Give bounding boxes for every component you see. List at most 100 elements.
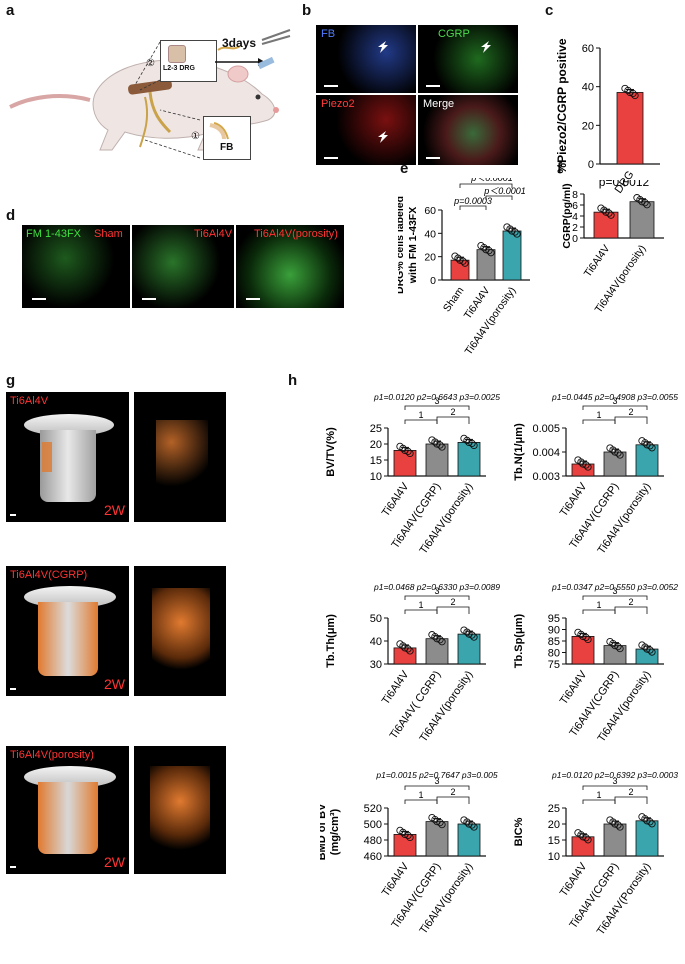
bracket-label: 2 bbox=[628, 407, 633, 417]
data-point bbox=[399, 444, 407, 453]
y-tick-label: 460 bbox=[364, 851, 382, 863]
x-tick-label: Ti6Al4V bbox=[582, 243, 613, 280]
x-tick-label: Ti6Al4V bbox=[558, 860, 590, 899]
y-tick-label: 80 bbox=[548, 648, 560, 660]
bracket-2 bbox=[614, 796, 648, 804]
data-point bbox=[577, 831, 585, 839]
bracket-1 bbox=[404, 419, 438, 424]
scale-bar bbox=[324, 85, 338, 87]
y-tick-label: 6 bbox=[572, 200, 578, 212]
micrograph-label-piezo2: Piezo2 bbox=[321, 98, 355, 110]
bracket-label: p＜0.0001 bbox=[483, 186, 526, 196]
dashed-callout-lines bbox=[134, 29, 291, 159]
bar bbox=[629, 201, 655, 239]
data-point bbox=[579, 632, 587, 641]
p-value: p=0.0012 bbox=[599, 180, 650, 189]
panel-label-g: g bbox=[6, 372, 16, 389]
data-point bbox=[609, 818, 617, 826]
y-tick-label: 90 bbox=[548, 625, 560, 637]
bracket-label: 1 bbox=[596, 790, 601, 800]
scale-bar bbox=[426, 85, 440, 87]
y-tick-label: 480 bbox=[364, 835, 382, 847]
y-tick-label: 500 bbox=[364, 819, 382, 831]
data-point bbox=[506, 225, 514, 233]
y-tick-label: 15 bbox=[548, 835, 560, 847]
bracket-ti6al4v-porosity bbox=[485, 195, 513, 200]
micrograph-label-ti6al4v: Ti6Al4V bbox=[194, 228, 233, 240]
bone-overlay bbox=[42, 442, 52, 472]
y-tick-label: 30 bbox=[370, 659, 382, 671]
micrograph-ti6al4v-porosity: Ti6Al4V(porosity) bbox=[236, 225, 344, 308]
data-point bbox=[463, 436, 471, 445]
injection-box-label: FB bbox=[220, 142, 234, 153]
data-point bbox=[465, 630, 473, 638]
y-axis-label: BIC% bbox=[513, 817, 525, 846]
scale-bar bbox=[246, 298, 260, 300]
y-tick-label: 0 bbox=[588, 159, 594, 171]
scale-bar bbox=[426, 157, 440, 159]
data-point bbox=[626, 88, 634, 97]
data-point bbox=[482, 246, 490, 254]
y-axis-label: Tb.N(1/μm) bbox=[513, 423, 525, 481]
render-label-ti6al4v-cgrp: Ti6Al4V(CGRP) bbox=[10, 569, 88, 581]
data-point bbox=[401, 830, 409, 839]
scale-bar bbox=[10, 514, 16, 516]
bracket-label: 3 bbox=[612, 396, 617, 406]
bracket-label: 1 bbox=[596, 410, 601, 420]
bracket-label: 1 bbox=[418, 790, 423, 800]
micrograph-label-fm143fx: FM 1-43FX bbox=[26, 228, 82, 240]
data-point bbox=[636, 196, 644, 204]
data-point bbox=[611, 448, 619, 456]
bracket-3 bbox=[582, 595, 648, 600]
chart-h4: 7580859095Tb.Sp(μm)Ti6Al4VTi6Al4V(CGRP)T… bbox=[513, 582, 678, 744]
data-point bbox=[431, 633, 439, 641]
y-axis-label: CGRP(pg/ml) bbox=[561, 183, 573, 248]
data-point bbox=[641, 439, 649, 447]
bar bbox=[616, 92, 644, 165]
data-point bbox=[641, 815, 649, 823]
arrow-label-3days: 3days bbox=[222, 36, 257, 50]
render-timepoint: 2W bbox=[104, 854, 125, 870]
scale-bar bbox=[10, 688, 16, 690]
data-point bbox=[611, 641, 619, 650]
bracket-label: 1 bbox=[596, 600, 601, 610]
render-ti6al4v-implant: Ti6Al4V 2W bbox=[6, 392, 129, 522]
bracket-label: 3 bbox=[612, 776, 617, 786]
panel-label-e: e bbox=[400, 160, 409, 177]
scale-bar bbox=[10, 866, 16, 868]
scale-bar bbox=[142, 298, 156, 300]
y-tick-label: 85 bbox=[548, 636, 560, 648]
x-tick-label: Sham bbox=[441, 285, 467, 315]
y-axis-label: %Piezo2/CGRP positive bbox=[555, 38, 569, 173]
data-point bbox=[643, 645, 651, 653]
y-tick-label: 0.003 bbox=[532, 471, 560, 483]
y-tick-label: 10 bbox=[548, 851, 560, 863]
micrograph-cgrp: CGRP bbox=[418, 25, 518, 93]
x-tick-label: Ti6Al4V bbox=[380, 480, 412, 519]
render-ti6al4v-cgrp-bone bbox=[134, 566, 226, 696]
y-tick-label: 50 bbox=[370, 613, 382, 625]
data-point bbox=[456, 256, 464, 264]
chart-h1: 10152025BV/TV(%)Ti6Al4VTi6Al4V(CGRP)Ti6A… bbox=[325, 392, 500, 556]
y-tick-label: 95 bbox=[548, 613, 560, 625]
y-tick-label: 40 bbox=[424, 228, 436, 240]
y-axis-label: BMD of BV(mg/cm³) bbox=[320, 803, 341, 860]
p-values: p1=0.0347 p2=0.5550 p3=0.0052 bbox=[551, 582, 678, 592]
data-point bbox=[399, 828, 407, 837]
data-point bbox=[463, 818, 471, 826]
y-axis-label: DRG% cells labeledwith FM 1-43FX bbox=[398, 196, 419, 294]
bracket-3 bbox=[582, 405, 648, 410]
micrograph-ti6al4v: Ti6Al4V bbox=[132, 225, 234, 308]
x-tick-label: Ti6Al4V bbox=[380, 860, 412, 899]
p-values: p1=0.0015 p2=0.7647 p3=0.005 bbox=[375, 770, 498, 780]
micrograph-piezo2: Piezo2 bbox=[316, 95, 416, 165]
bracket-label: 3 bbox=[434, 396, 439, 406]
data-point bbox=[431, 815, 439, 824]
data-point bbox=[579, 460, 587, 468]
drg-tissue-icon bbox=[168, 45, 186, 63]
data-point bbox=[609, 639, 617, 648]
data-point bbox=[508, 227, 516, 235]
bracket-label: p＜0.0001 bbox=[470, 178, 513, 183]
x-tick-label: Ti6Al4V bbox=[380, 668, 412, 707]
render-ti6al4v-porosity-bone bbox=[134, 746, 226, 874]
